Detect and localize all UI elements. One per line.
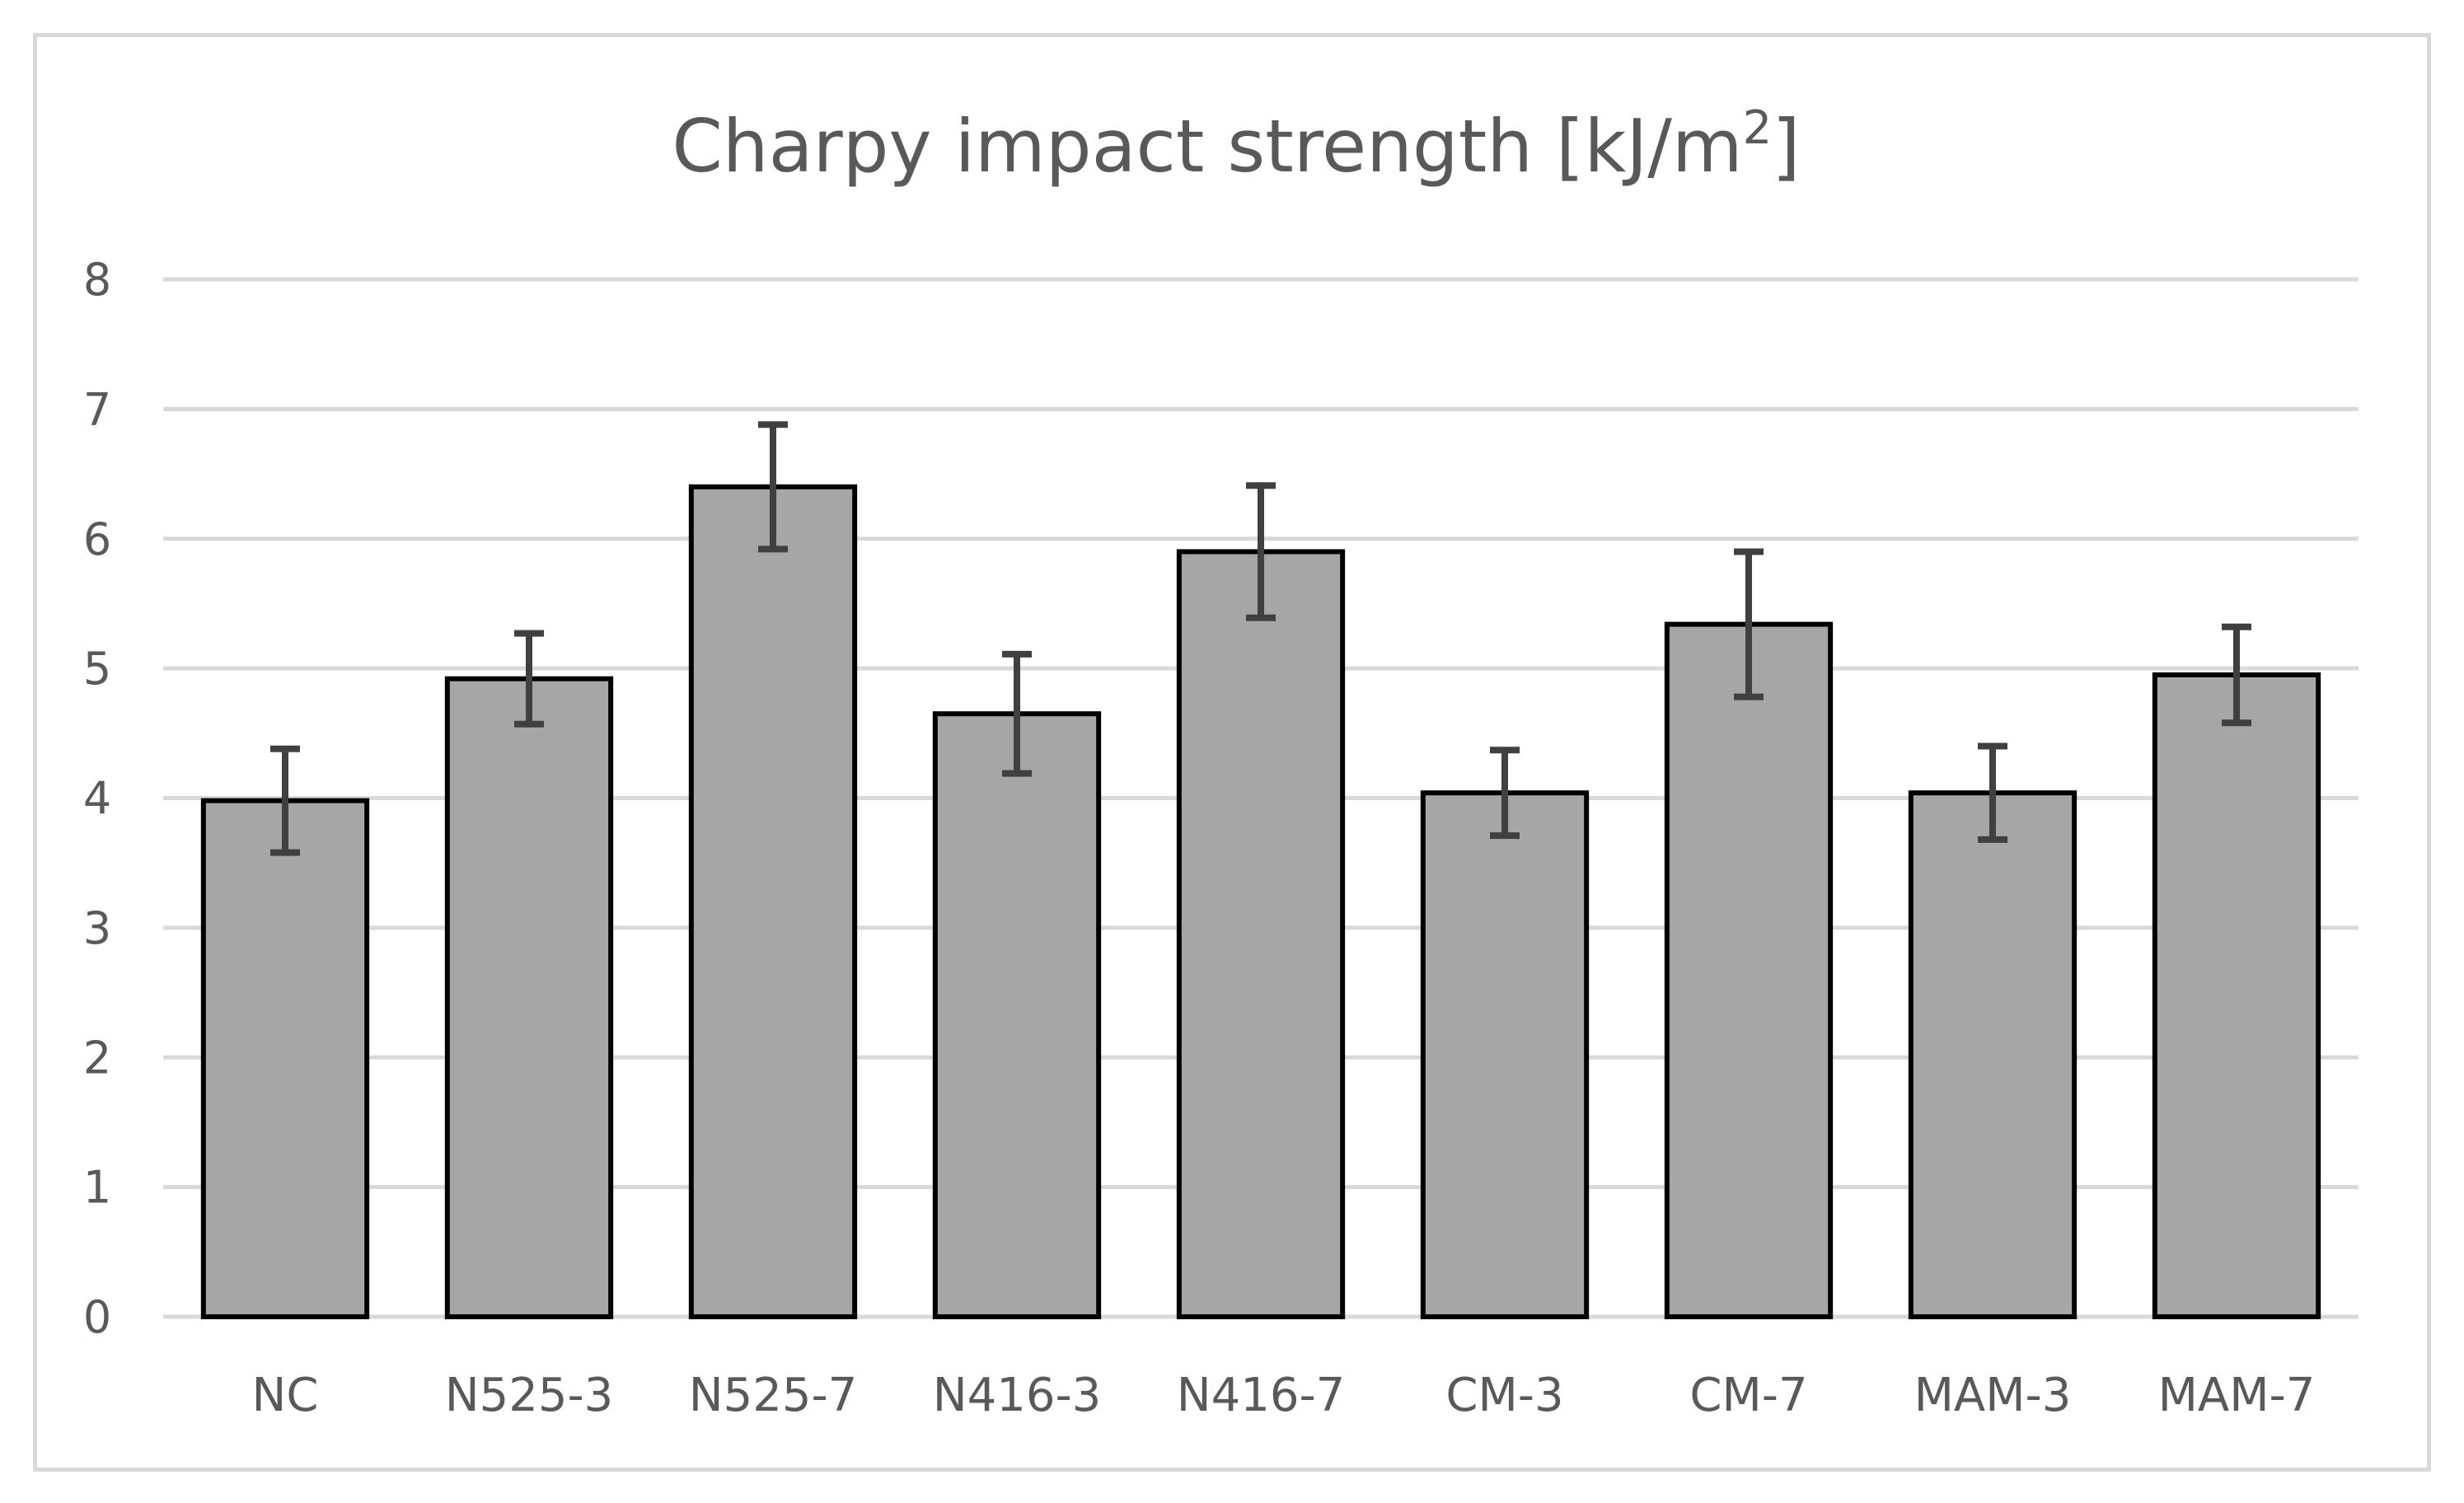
x-category-label: N525-7 [689, 1369, 858, 1422]
error-bar [1490, 747, 1520, 840]
y-tick-label: 7 [83, 383, 111, 435]
error-bar [1246, 482, 1276, 621]
bar [200, 798, 370, 1319]
y-tick-label: 4 [83, 773, 111, 825]
bar [2152, 672, 2321, 1319]
bars [200, 484, 2321, 1319]
y-tick-label: 0 [83, 1291, 111, 1343]
error-bar [270, 745, 300, 856]
chart-title-suffix: ] [1772, 104, 1800, 189]
bar [1664, 621, 1834, 1319]
error-bars [270, 421, 2251, 856]
bar [444, 676, 614, 1319]
y-tick-label: 3 [83, 902, 111, 954]
y-axis-tick-labels: 0 1 2 3 4 5 6 7 8 [83, 254, 111, 1343]
error-bar [758, 421, 788, 553]
bar [688, 484, 858, 1319]
x-category-label: N416-3 [933, 1369, 1102, 1422]
bar [1420, 790, 1590, 1319]
x-category-label: N416-7 [1177, 1369, 1346, 1422]
x-category-label: N525-3 [445, 1369, 614, 1422]
chart-title-superscript: 2 [1743, 101, 1773, 155]
x-category-label: MAM-3 [1914, 1369, 2072, 1422]
x-category-label: MAM-7 [2158, 1369, 2316, 1422]
bar [1908, 790, 2078, 1319]
y-tick-label: 1 [83, 1162, 111, 1214]
error-bar [1002, 650, 1032, 777]
error-bar [514, 630, 544, 728]
chart-title: Charpy impact strength [kJ/m2] [672, 101, 1800, 189]
y-tick-label: 2 [83, 1032, 111, 1084]
bar [932, 711, 1102, 1319]
y-tick-label: 8 [83, 254, 111, 306]
chart-title-main: Charpy impact strength [kJ/m [672, 104, 1742, 189]
bar [1176, 549, 1346, 1319]
x-category-label: NC [252, 1369, 319, 1422]
y-tick-label: 6 [83, 513, 111, 565]
x-axis-category-labels: NC N525-3 N525-7 N416-3 N416-7 CM-3 CM-7 MAM-3 M… [252, 1369, 2316, 1422]
y-tick-label: 5 [83, 643, 111, 695]
error-bar [1978, 742, 2007, 843]
error-bar [1734, 548, 1764, 700]
x-category-label: CM-7 [1689, 1369, 1807, 1422]
error-bar [2222, 623, 2251, 727]
x-category-label: CM-3 [1445, 1369, 1563, 1422]
